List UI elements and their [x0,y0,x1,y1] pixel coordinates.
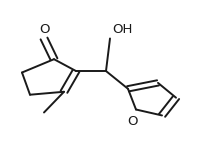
Text: OH: OH [112,22,132,36]
Text: O: O [39,22,49,36]
Text: O: O [127,115,137,128]
